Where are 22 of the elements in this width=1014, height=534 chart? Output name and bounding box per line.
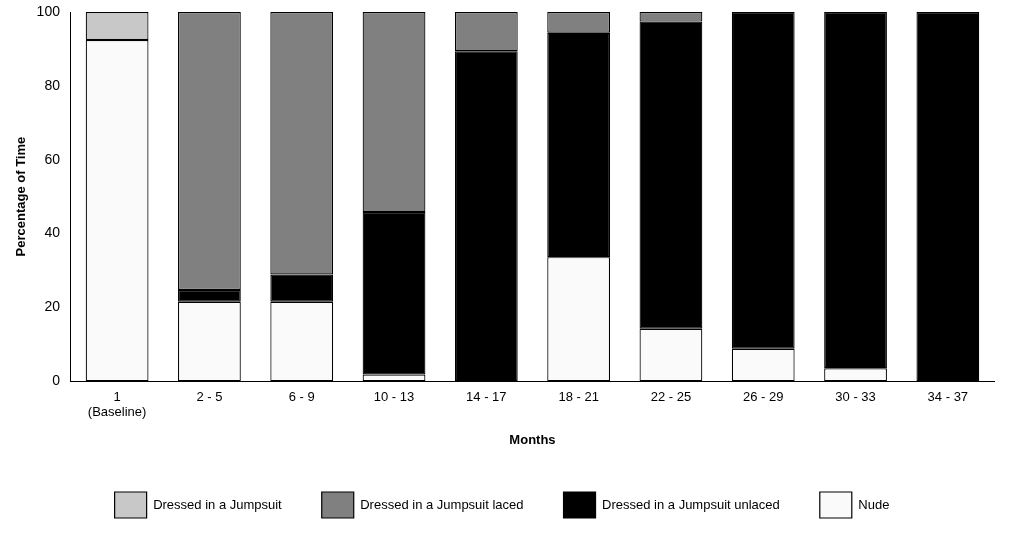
x-tick-label: 1 (Baseline) [87,388,147,420]
legend-label: Nude [858,496,890,512]
x-tick-label: 14 - 17 [466,388,507,404]
y-tick-label: 40 [44,224,61,241]
y-tick-label: 60 [44,150,61,167]
x-tick-label: 22 - 25 [650,388,692,404]
y-tick-label: 100 [36,2,61,19]
y-tick-label: 20 [44,298,61,315]
x-tick-label: 18 - 21 [558,388,599,404]
x-tick-label: 30 - 33 [835,388,876,404]
legend-label: Dressed in a Jumpsuit [153,496,283,512]
y-tick-label: 0 [52,372,61,389]
y-axis-title: Percentage of Time [13,136,29,257]
x-tick-label: 6 - 9 [288,388,315,404]
y-tick-label: 80 [44,76,61,93]
x-tick-label: 2 - 5 [196,388,223,404]
legend-label: Dressed in a Jumpsuit laced [360,496,524,512]
x-tick-label: 26 - 29 [743,388,784,404]
legend-label: Dressed in a Jumpsuit unlaced [602,496,780,512]
x-tick-label: 10 - 13 [373,388,415,404]
x-axis-title: Months [509,431,556,447]
x-tick-label: 34 - 37 [927,388,969,404]
